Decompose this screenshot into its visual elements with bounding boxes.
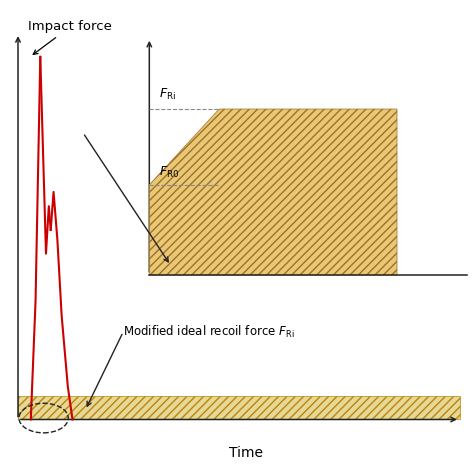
- Text: Time: Time: [229, 446, 264, 460]
- Text: Modified ideal recoil force $F_{\mathrm{Ri}}$: Modified ideal recoil force $F_{\mathrm{…: [123, 324, 295, 340]
- Text: $F_{\mathrm{Ri}}$: $F_{\mathrm{Ri}}$: [159, 87, 176, 102]
- Text: $F_{\mathrm{R0}}$: $F_{\mathrm{R0}}$: [159, 165, 179, 180]
- Polygon shape: [149, 109, 397, 275]
- Text: Impact force: Impact force: [28, 20, 112, 55]
- Polygon shape: [18, 396, 460, 419]
